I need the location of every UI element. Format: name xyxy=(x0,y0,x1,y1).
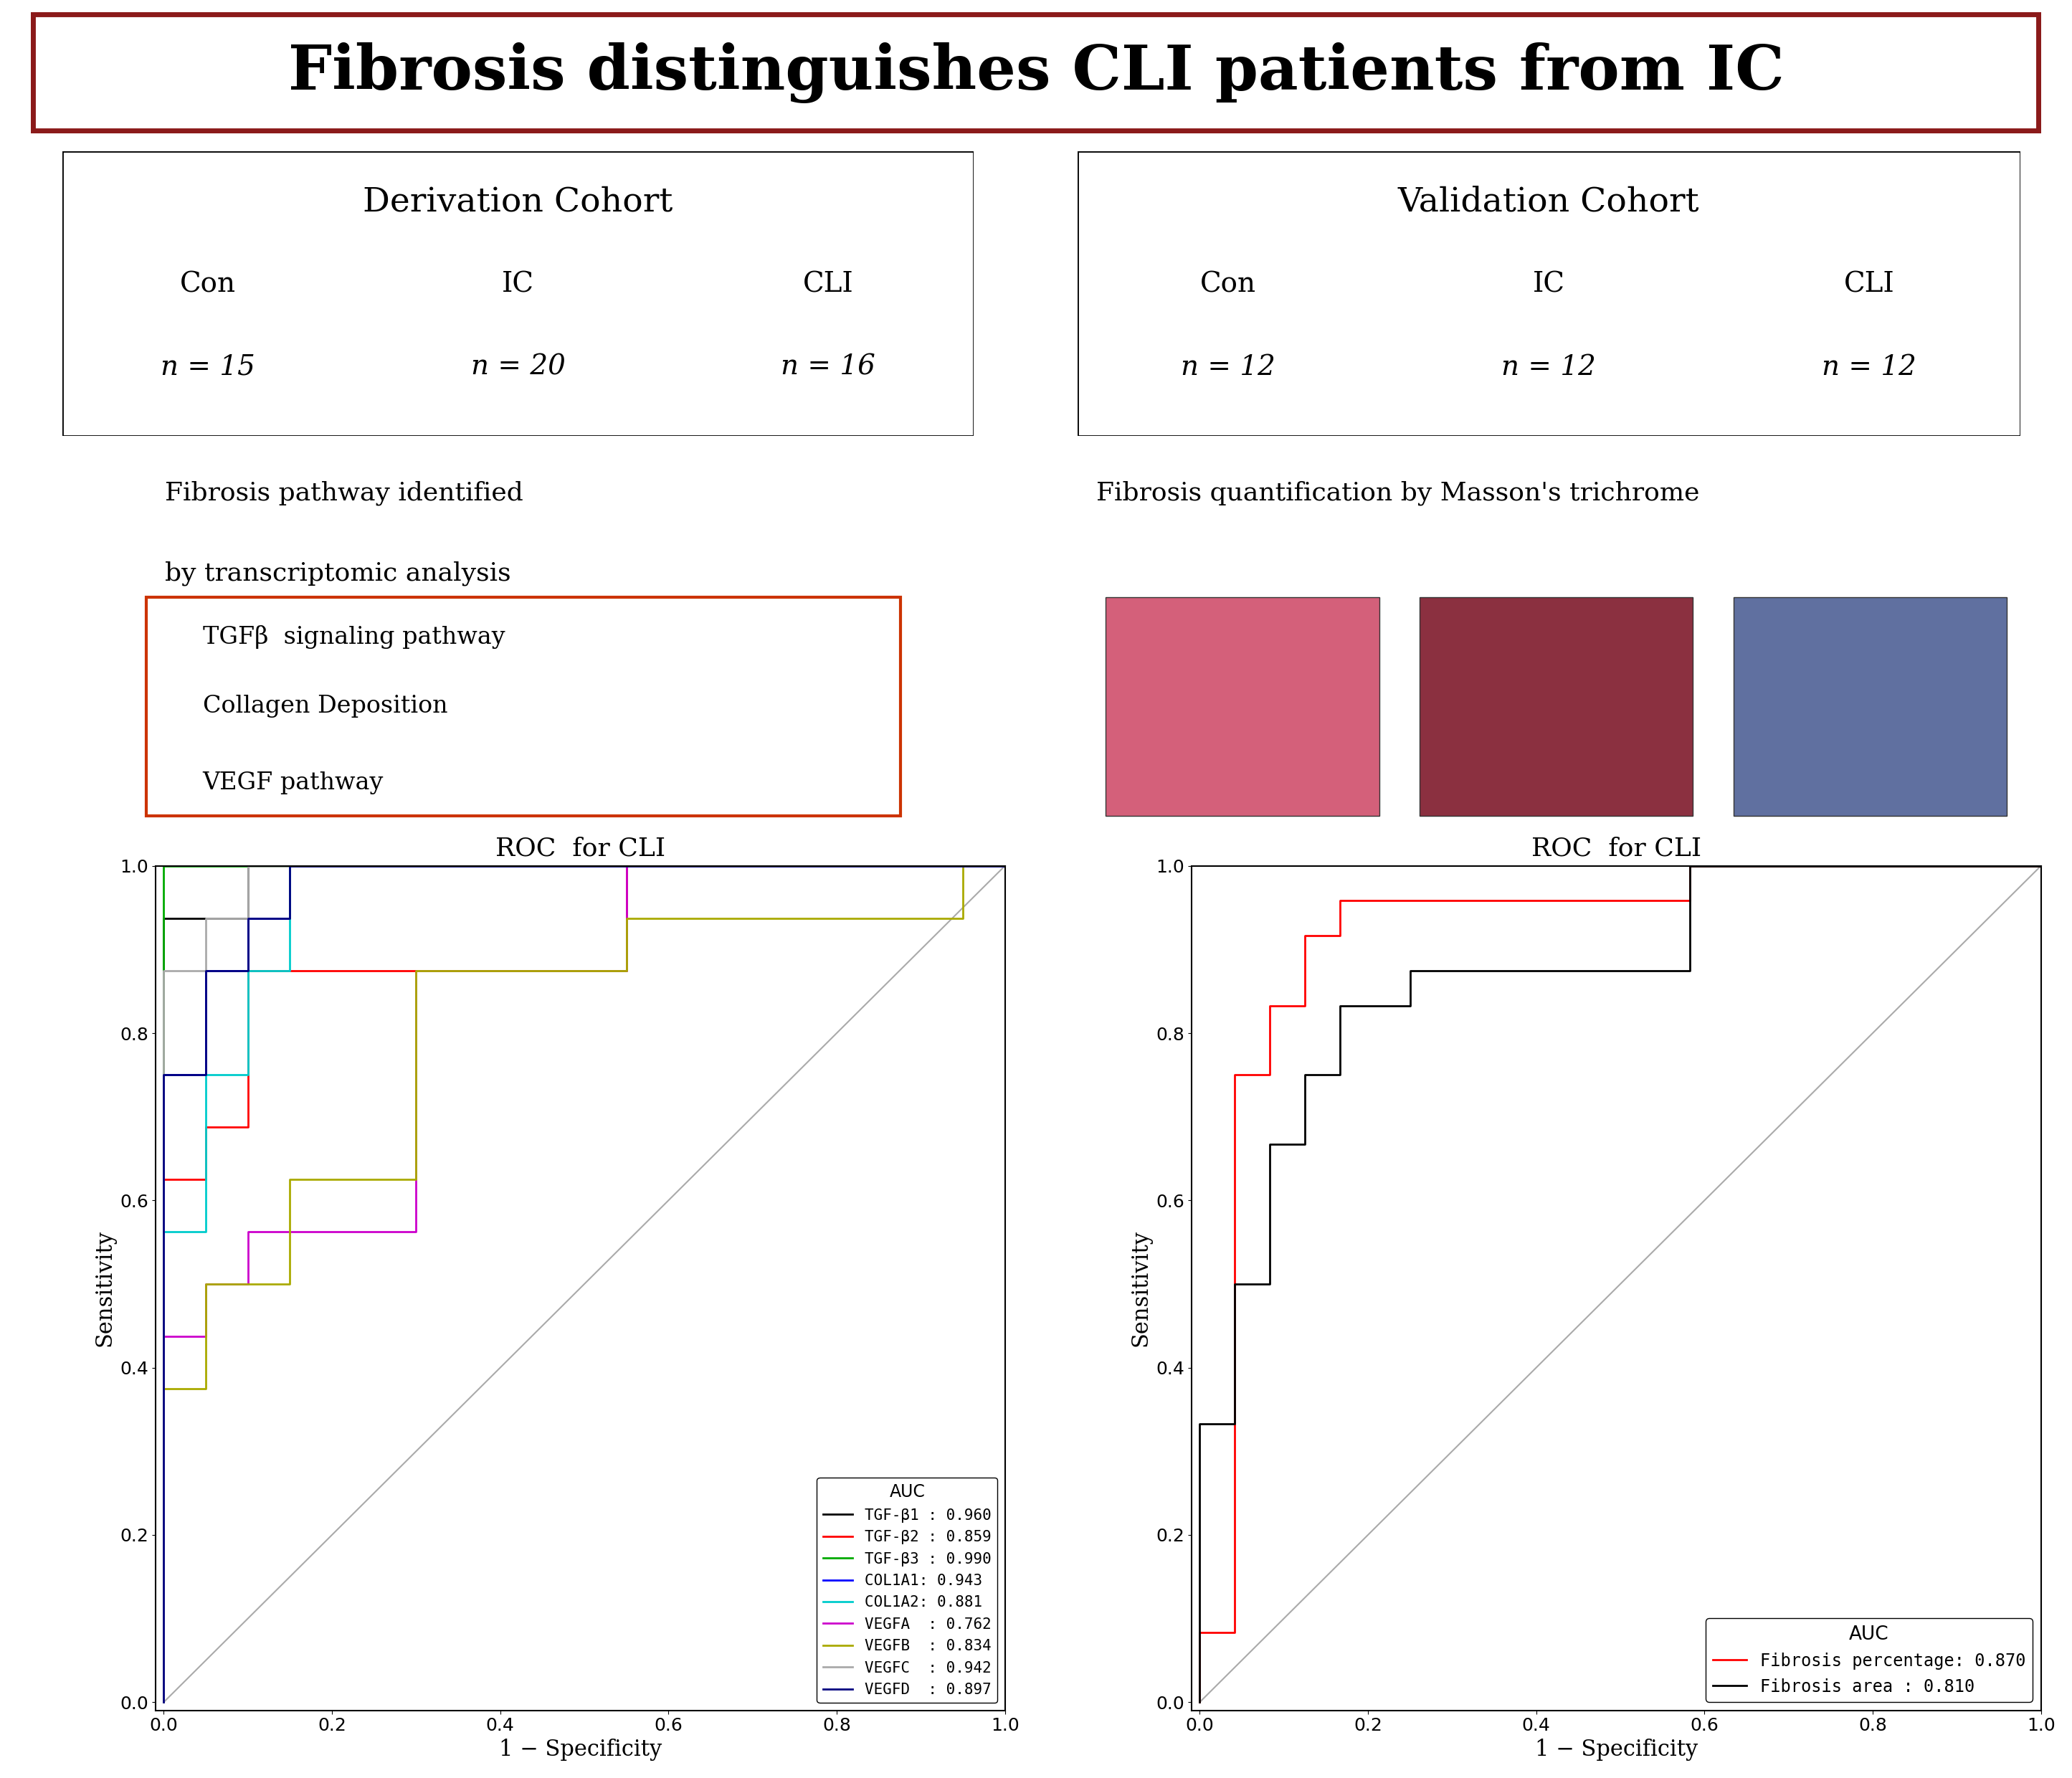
X-axis label: 1 − Specificity: 1 − Specificity xyxy=(499,1739,661,1760)
Text: Con: Con xyxy=(1200,272,1256,299)
Text: Fibrosis distinguishes CLI patients from IC: Fibrosis distinguishes CLI patients from… xyxy=(288,43,1784,103)
Title: ROC  for CLI: ROC for CLI xyxy=(1531,837,1701,861)
Text: Derivation Cohort: Derivation Cohort xyxy=(363,187,673,219)
Text: Fibrosis quantification by Masson's trichrome: Fibrosis quantification by Masson's tric… xyxy=(1096,480,1699,505)
FancyBboxPatch shape xyxy=(31,12,2041,133)
Text: IC: IC xyxy=(1533,272,1564,299)
FancyBboxPatch shape xyxy=(62,151,974,436)
Text: n = 16: n = 16 xyxy=(781,354,874,380)
FancyBboxPatch shape xyxy=(1077,151,2020,436)
Text: Collagen Deposition: Collagen Deposition xyxy=(203,695,448,718)
Text: IC: IC xyxy=(501,272,535,299)
FancyBboxPatch shape xyxy=(1734,597,2008,816)
Text: by transcriptomic analysis: by transcriptomic analysis xyxy=(166,560,512,585)
FancyBboxPatch shape xyxy=(145,597,901,816)
Text: n = 20: n = 20 xyxy=(470,354,566,380)
Text: CLI: CLI xyxy=(802,272,854,299)
Text: VEGF pathway: VEGF pathway xyxy=(203,772,383,795)
Y-axis label: Sensitivity: Sensitivity xyxy=(93,1230,116,1346)
Text: n = 12: n = 12 xyxy=(1821,354,1917,380)
X-axis label: 1 − Specificity: 1 − Specificity xyxy=(1535,1739,1697,1760)
Text: n = 12: n = 12 xyxy=(1502,354,1595,380)
Y-axis label: Sensitivity: Sensitivity xyxy=(1129,1230,1152,1346)
FancyBboxPatch shape xyxy=(1106,597,1380,816)
Text: n = 12: n = 12 xyxy=(1181,354,1276,380)
Text: TGFβ  signaling pathway: TGFβ signaling pathway xyxy=(203,626,506,649)
Legend: Fibrosis percentage: 0.870, Fibrosis area : 0.810: Fibrosis percentage: 0.870, Fibrosis are… xyxy=(1705,1618,2033,1702)
Legend: TGF-β1 : 0.960, TGF-β2 : 0.859, TGF-β3 : 0.990, COL1A1: 0.943, COL1A2: 0.881, VE: TGF-β1 : 0.960, TGF-β2 : 0.859, TGF-β3 :… xyxy=(816,1478,997,1703)
FancyBboxPatch shape xyxy=(1419,597,1693,816)
Text: n = 15: n = 15 xyxy=(162,354,255,380)
Text: CLI: CLI xyxy=(1844,272,1894,299)
Text: Validation Cohort: Validation Cohort xyxy=(1399,187,1699,219)
Text: Fibrosis pathway identified: Fibrosis pathway identified xyxy=(166,480,524,505)
Title: ROC  for CLI: ROC for CLI xyxy=(495,837,665,861)
Text: Con: Con xyxy=(180,272,236,299)
